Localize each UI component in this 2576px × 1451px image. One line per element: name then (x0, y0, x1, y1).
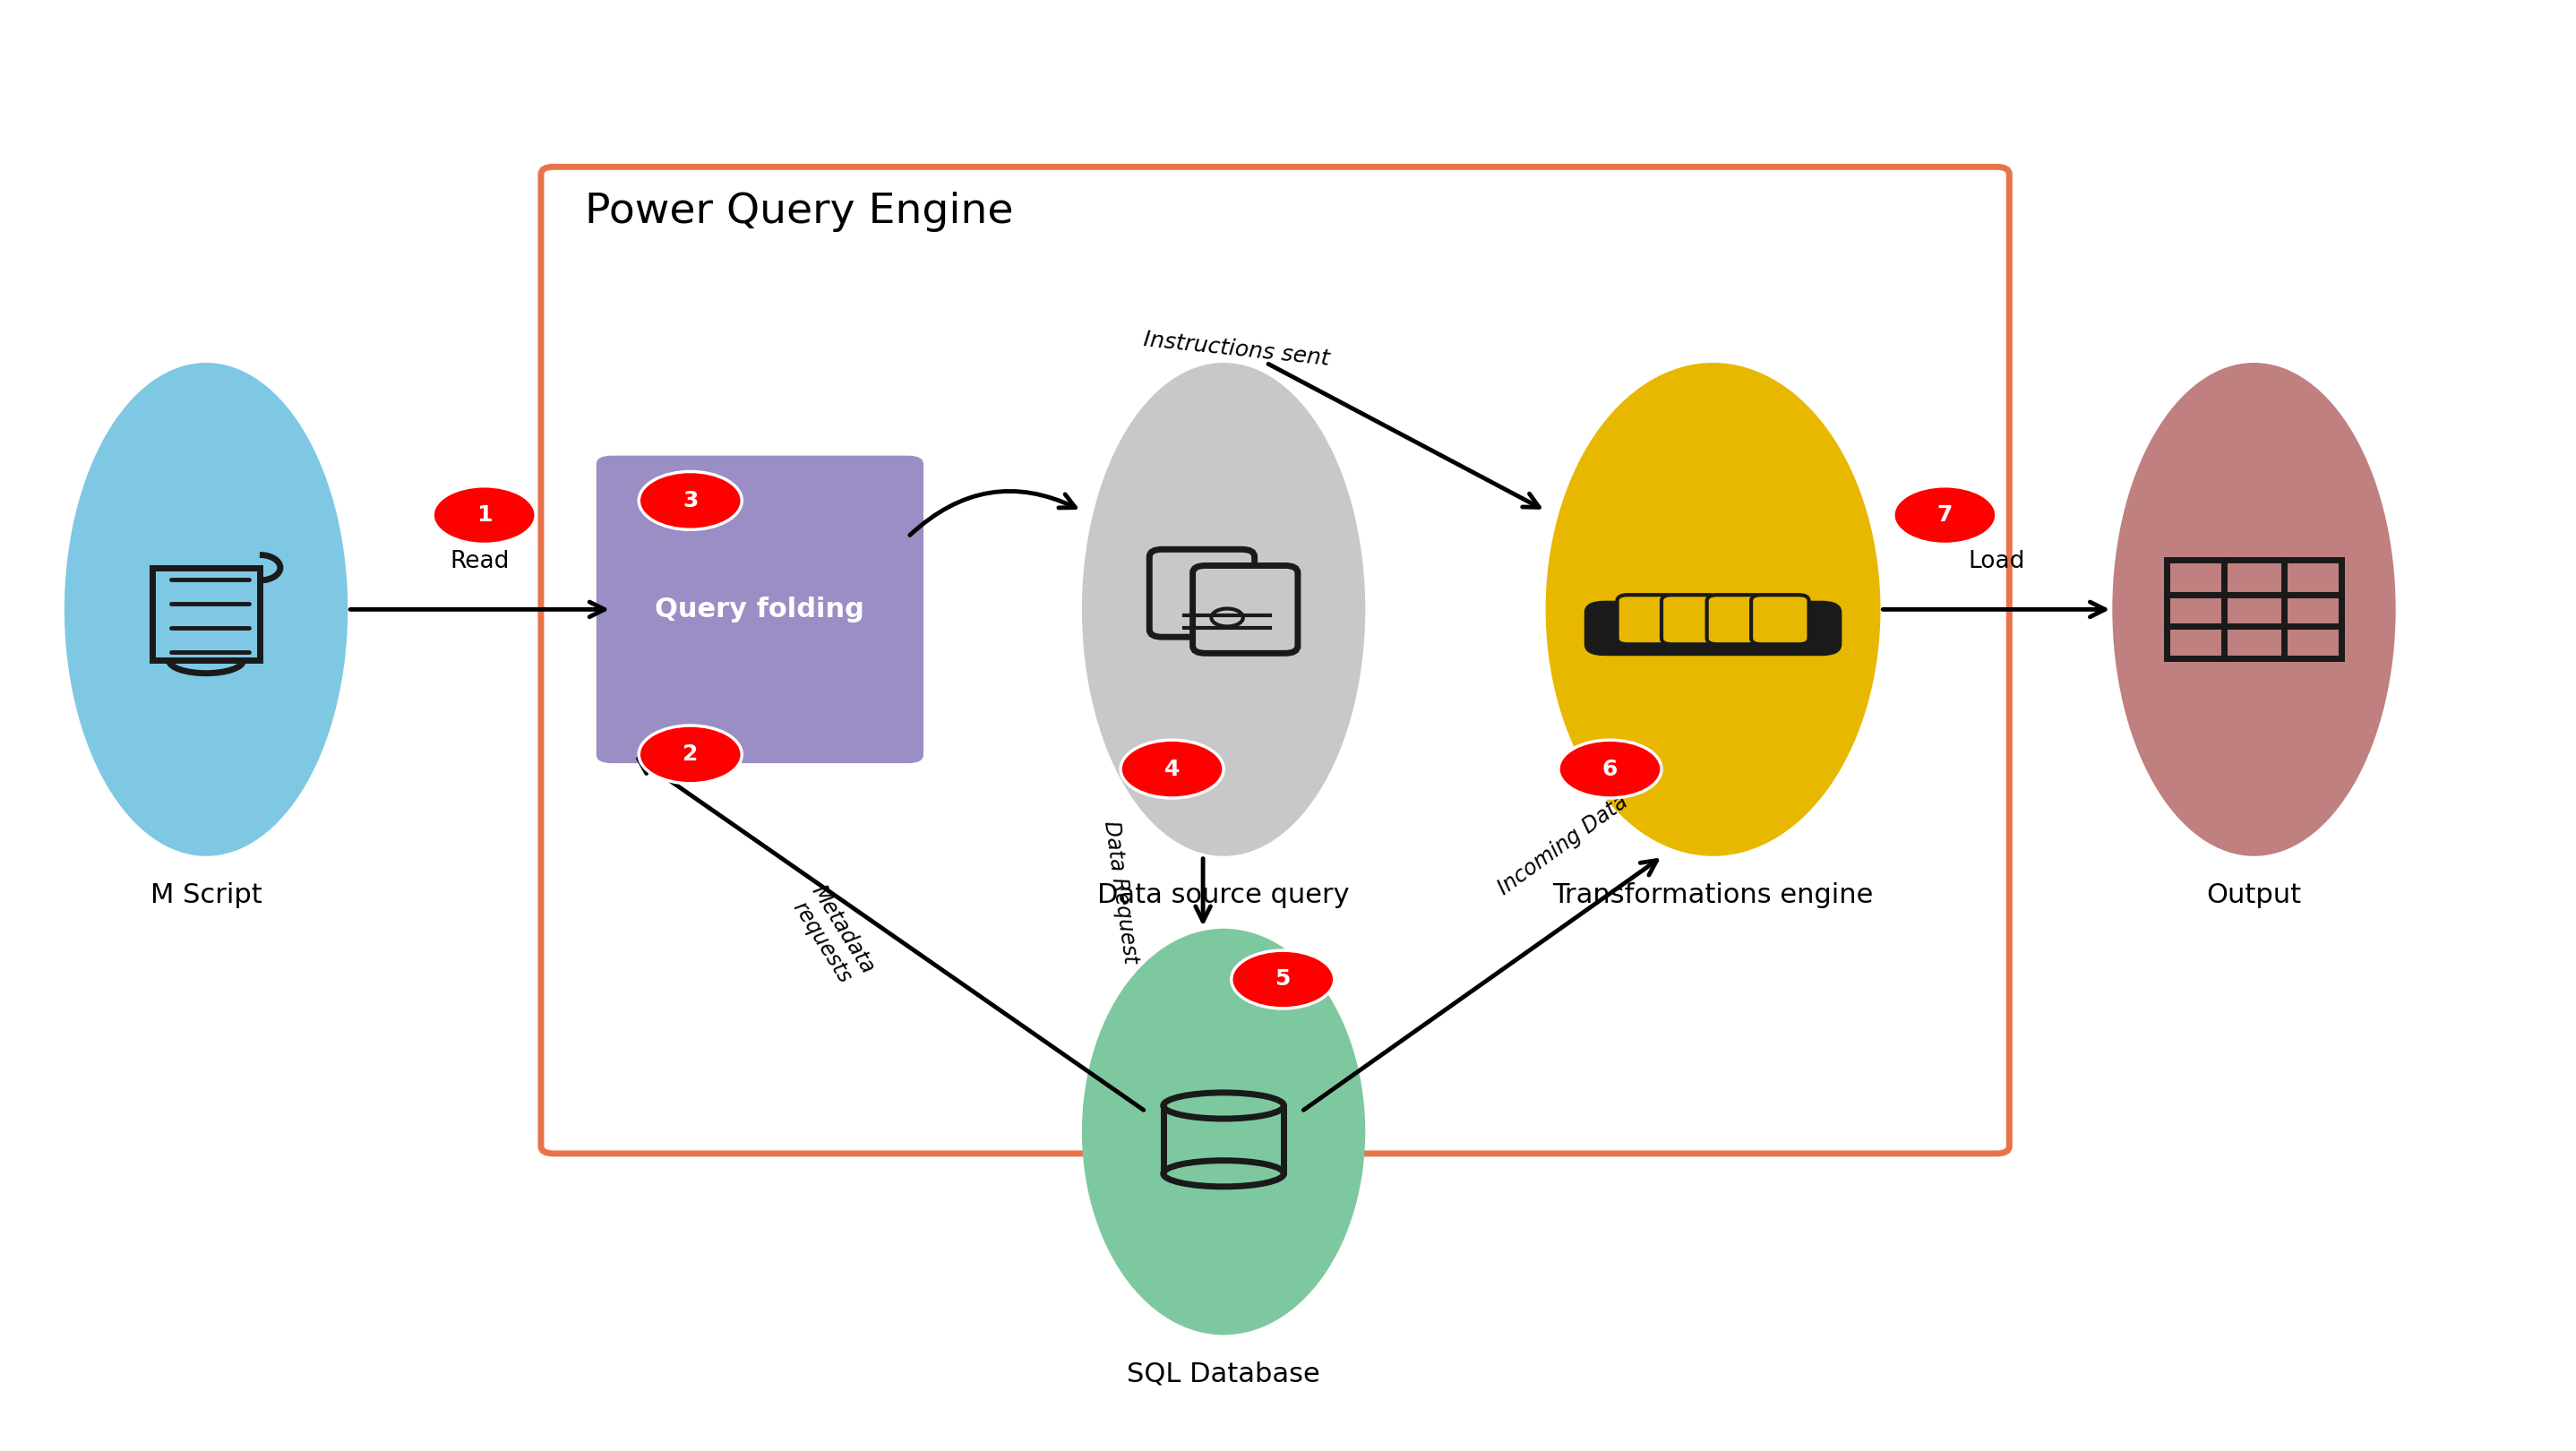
FancyBboxPatch shape (1752, 595, 1808, 644)
Circle shape (639, 726, 742, 784)
Circle shape (1211, 608, 1244, 627)
Ellipse shape (2112, 363, 2396, 856)
Text: Load: Load (1968, 550, 2025, 573)
FancyBboxPatch shape (595, 456, 922, 763)
Text: 4: 4 (1164, 759, 1180, 779)
Ellipse shape (1546, 363, 1880, 856)
Circle shape (1685, 625, 1698, 634)
Text: Instructions sent: Instructions sent (1141, 329, 1332, 370)
FancyBboxPatch shape (1149, 550, 1255, 637)
Text: Data source query: Data source query (1097, 882, 1350, 908)
Ellipse shape (64, 363, 348, 856)
FancyBboxPatch shape (1662, 595, 1718, 644)
Text: SQL Database: SQL Database (1126, 1361, 1321, 1387)
Text: Metadata
requests: Metadata requests (786, 881, 878, 991)
FancyBboxPatch shape (1618, 595, 1674, 644)
Text: 1: 1 (477, 505, 492, 525)
Bar (2166, 560, 2342, 659)
Circle shape (1558, 740, 1662, 798)
Circle shape (1121, 740, 1224, 798)
Text: 7: 7 (1937, 505, 1953, 525)
Circle shape (1772, 625, 1788, 634)
FancyBboxPatch shape (1193, 566, 1298, 653)
Text: Power Query Engine: Power Query Engine (585, 192, 1012, 232)
Text: Data Request: Data Request (1100, 820, 1141, 965)
Text: Output: Output (2208, 882, 2300, 908)
Circle shape (1728, 625, 1741, 634)
Text: M Script: M Script (149, 882, 263, 908)
FancyBboxPatch shape (1584, 601, 1842, 656)
Text: 6: 6 (1602, 759, 1618, 779)
Ellipse shape (1082, 929, 1365, 1335)
Circle shape (1231, 950, 1334, 1008)
Circle shape (1638, 625, 1654, 634)
Text: 2: 2 (683, 744, 698, 765)
FancyBboxPatch shape (1708, 595, 1765, 644)
Text: Transformations engine: Transformations engine (1553, 882, 1873, 908)
Text: 3: 3 (683, 490, 698, 511)
Text: Read: Read (451, 550, 510, 573)
Text: 5: 5 (1275, 969, 1291, 990)
Text: Query folding: Query folding (654, 596, 866, 622)
Text: Incoming Data: Incoming Data (1494, 791, 1633, 900)
Circle shape (639, 472, 742, 530)
Circle shape (433, 486, 536, 544)
Ellipse shape (1082, 363, 1365, 856)
Circle shape (1893, 486, 1996, 544)
